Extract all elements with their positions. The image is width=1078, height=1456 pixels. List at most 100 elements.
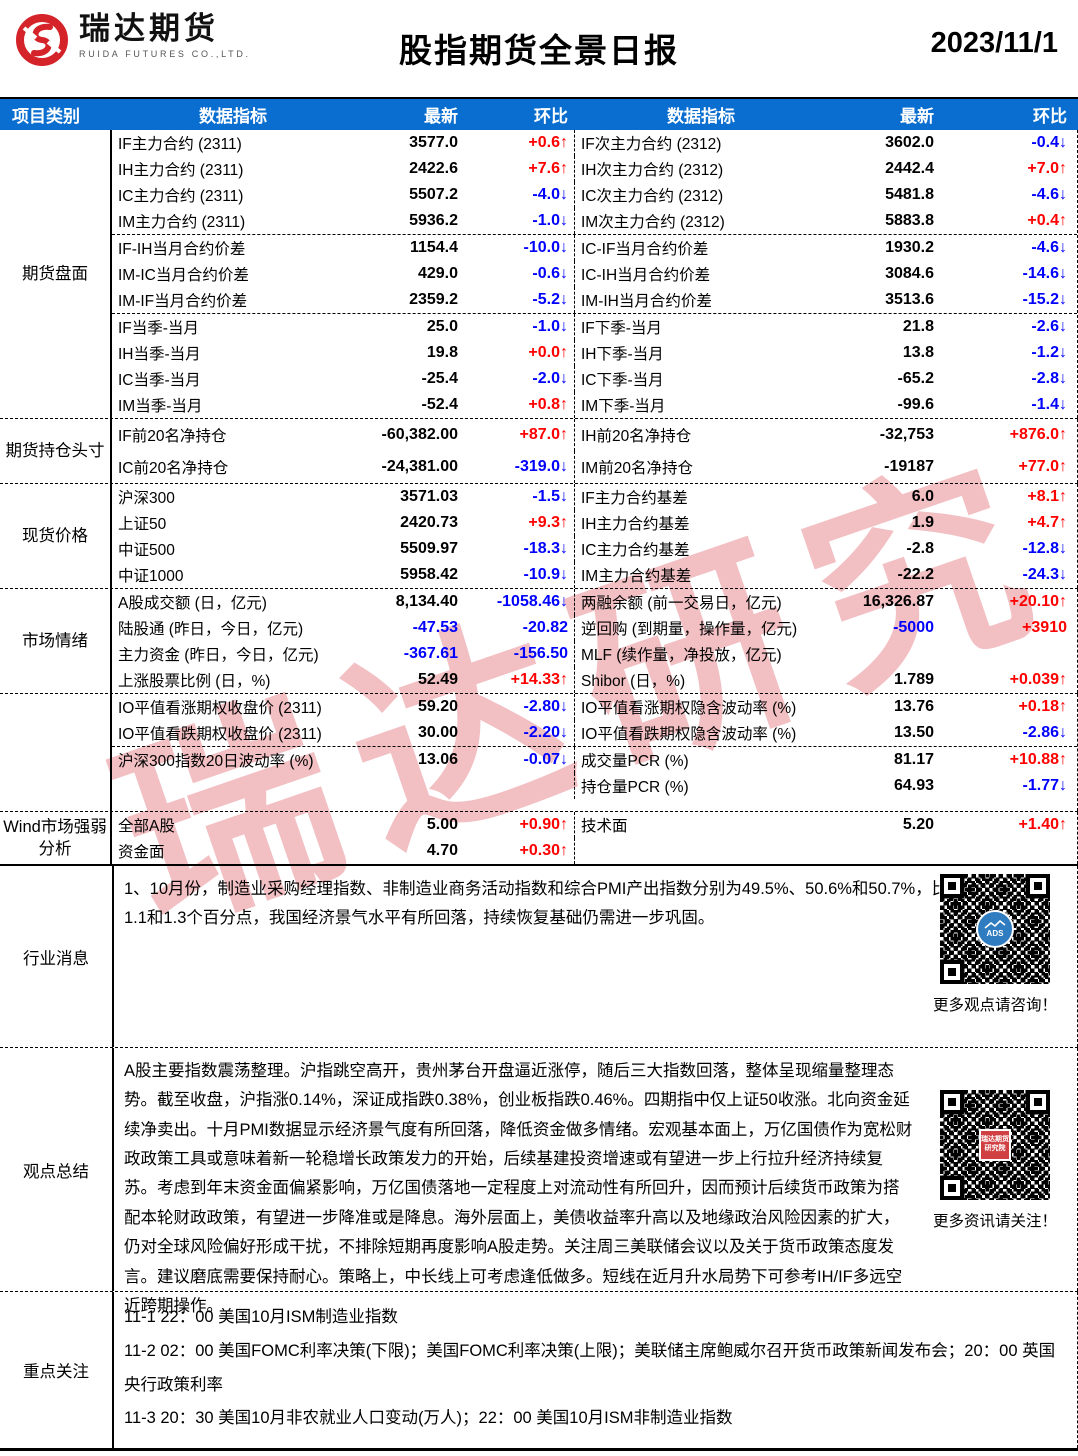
table-section: 现货价格 沪深300 3571.03 -1.5↓ IF主力合约基差 6.0 +8…	[0, 483, 1078, 588]
table-row: IM-IF当月合约价差 2359.2 -5.2↓ IM-IH当月合约价差 351…	[112, 287, 1077, 313]
change-right: -1.77↓	[1022, 777, 1067, 794]
latest-left: -60,382.00	[381, 426, 458, 443]
change-left: -0.07↓	[523, 751, 568, 768]
indicator-left: IM主力合约 (2311)	[118, 214, 246, 231]
table-row: 持仓量PCR (%) 64.93 -1.77↓	[112, 773, 1077, 799]
table-row: 陆股通 (昨日，今日，亿元) -47.53 -20.82 逆回购 (到期量，操作…	[112, 615, 1077, 641]
change-left: -10.0↓	[523, 239, 568, 256]
change-right: -1.2↓	[1031, 344, 1067, 361]
research-logo-icon: 瑞达期货研究院	[979, 1129, 1011, 1161]
latest-left: 3571.03	[400, 488, 458, 505]
change-left: +14.33↑	[510, 671, 568, 688]
table-row: IH当季-当月 19.8 +0.0↑ IH下季-当月 13.8 -1.2↓	[112, 340, 1077, 366]
latest-left	[350, 773, 464, 799]
indicator-left: IH主力合约 (2311)	[118, 162, 244, 179]
latest-right: -19187	[884, 458, 934, 475]
qr-finder-icon	[940, 1090, 964, 1114]
latest-right: 2442.4	[885, 160, 934, 177]
change-left: -2.80↓	[523, 698, 568, 715]
latest-right: 13.8	[902, 344, 934, 361]
table-row: 上证50 2420.73 +9.3↑ IH主力合约基差 1.9 +4.7↑	[112, 510, 1077, 536]
category-cell: 市场情绪	[0, 589, 112, 693]
latest-right: 3084.6	[885, 265, 934, 282]
indicator-right: IC-IH当月合约价差	[574, 261, 824, 287]
section-rows: 沪深300 3571.03 -1.5↓ IF主力合约基差 6.0 +8.1↑ 上…	[112, 484, 1078, 588]
latest-left: 13.06	[417, 751, 458, 768]
section-rows: IF前20名净持仓 -60,382.00 +87.0↑ IH前20名净持仓 -3…	[112, 419, 1078, 483]
indicator-right: 两融余额 (前一交易日，亿元)	[574, 589, 824, 615]
category-cell: 重点关注	[0, 1292, 114, 1448]
latest-left: 2420.73	[400, 514, 458, 531]
change-right: +1.40↑	[1018, 816, 1067, 833]
change-left: -1058.46↓	[496, 593, 568, 610]
latest-left: 1154.4	[409, 239, 458, 256]
section-summary: 观点总结 A股主要指数震荡整理。沪指跳空高开，贵州茅台开盘逼近涨停，随后三大指数…	[0, 1047, 1078, 1315]
change-right: +7.0↑	[1027, 160, 1067, 177]
category-cell: 行业消息	[0, 866, 114, 1047]
category-cell: Wind市场强弱分析	[0, 812, 112, 864]
latest-right: 5481.8	[885, 186, 934, 203]
latest-left: -367.61	[403, 645, 458, 662]
company-name-block: 瑞达期货 RUIDA FUTURES CO.,LTD.	[79, 11, 251, 59]
table-row: IM主力合约 (2311) 5936.2 -1.0↓ IM次主力合约 (2312…	[112, 208, 1077, 234]
change-right: -12.8↓	[1022, 540, 1067, 557]
ads-logo-icon: ADS	[976, 910, 1014, 948]
col-header-indicator-left: 数据指标	[199, 107, 267, 126]
indicator-right	[574, 838, 824, 864]
indicator-right: MLF (续作量，净投放，亿元)	[574, 641, 824, 667]
latest-right: 81.17	[893, 751, 934, 768]
research-logo-label: 瑞达期货研究院	[981, 1136, 1009, 1152]
indicator-left: 中证1000	[118, 568, 184, 585]
table-row: IC主力合约 (2311) 5507.2 -4.0↓ IC次主力合约 (2312…	[112, 182, 1077, 208]
change-right	[940, 641, 1073, 667]
change-right: +4.7↑	[1027, 514, 1067, 531]
company-logo-icon	[16, 14, 68, 66]
latest-right: 1.789	[893, 671, 934, 688]
indicator-left	[112, 773, 350, 799]
change-right: -15.2↓	[1022, 291, 1067, 308]
table-row: IM-IC当月合约价差 429.0 -0.6↓ IC-IH当月合约价差 3084…	[112, 261, 1077, 287]
table-row: 主力资金 (昨日，今日，亿元) -367.61 -156.50 MLF (续作量…	[112, 641, 1077, 667]
change-right: +77.0↑	[1018, 458, 1067, 475]
change-left: -1.0↓	[532, 212, 568, 229]
indicator-left: A股成交额 (日，亿元)	[118, 595, 267, 612]
change-left: -5.2↓	[532, 291, 568, 308]
latest-left: 8,134.40	[395, 593, 458, 610]
latest-left: 429.0	[417, 265, 458, 282]
change-right: +876.0↑	[1009, 426, 1067, 443]
col-header-latest-left: 最新	[424, 107, 458, 126]
focus-item: 11-3 20：30 美国10月非农就业人口变动(万人)；22：00 美国10月…	[124, 1409, 733, 1428]
indicator-right: IM前20名净持仓	[574, 451, 824, 483]
indicator-right: IM主力合约基差	[574, 562, 824, 588]
table-row: IH主力合约 (2311) 2422.6 +7.6↑ IH次主力合约 (2312…	[112, 156, 1077, 182]
table-section: 期货盘面 IF主力合约 (2311) 3577.0 +0.6↑ IF次主力合约 …	[0, 130, 1078, 418]
change-right: +8.1↑	[1027, 488, 1067, 505]
latest-right: 64.93	[893, 777, 934, 794]
indicator-left: 全部A股	[118, 818, 175, 835]
change-right	[940, 838, 1073, 864]
table-header-row: 项目类别 数据指标 最新 环比 数据指标 最新 环比	[0, 97, 1078, 130]
summary-text: A股主要指数震荡整理。沪指跳空高开，贵州茅台开盘逼近涨停，随后三大指数回落，整体…	[124, 1062, 913, 1315]
change-right: +0.039↑	[1009, 671, 1067, 688]
indicator-right: IC下季-当月	[574, 366, 824, 392]
indicator-right: IM下季-当月	[574, 392, 824, 418]
indicator-right: 持仓量PCR (%)	[574, 773, 824, 799]
table-row: 中证500 5509.97 -18.3↓ IC主力合约基差 -2.8 -12.8…	[112, 536, 1077, 562]
qr-finder-icon	[1026, 1090, 1050, 1114]
latest-right: -65.2	[897, 370, 934, 387]
latest-left: 52.49	[417, 671, 458, 688]
latest-right: 13.76	[893, 698, 934, 715]
table-sections: 期货盘面 IF主力合约 (2311) 3577.0 +0.6↑ IF次主力合约 …	[0, 130, 1078, 866]
change-left: -0.6↓	[532, 265, 568, 282]
table-section: Wind市场强弱分析 全部A股 5.00 +0.90↑ 技术面 5.20 +1.…	[0, 811, 1078, 864]
indicator-right: 技术面	[574, 812, 824, 838]
col-header-mom-right: 环比	[1033, 107, 1067, 126]
qr-finder-icon	[1026, 874, 1050, 898]
latest-left: 5509.97	[400, 540, 458, 557]
latest-right: 5883.8	[885, 212, 934, 229]
table-row: IM当季-当月 -52.4 +0.8↑ IM下季-当月 -99.6 -1.4↓	[112, 392, 1077, 418]
qr-finder-icon	[940, 960, 964, 984]
indicator-left: IO平值看跌期权收盘价 (2311)	[118, 726, 322, 743]
indicator-left: 沪深300	[118, 490, 175, 507]
latest-left: 5958.42	[400, 566, 458, 583]
